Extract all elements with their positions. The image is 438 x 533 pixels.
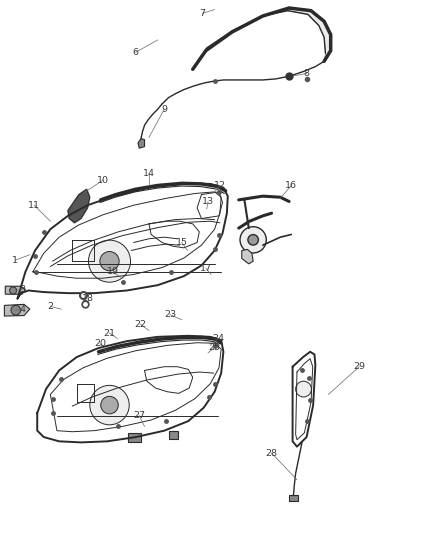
Polygon shape xyxy=(4,304,30,316)
Text: 3: 3 xyxy=(20,285,26,294)
Text: 9: 9 xyxy=(161,105,167,114)
Bar xyxy=(169,431,178,439)
Text: 17: 17 xyxy=(200,264,212,272)
Polygon shape xyxy=(138,139,145,148)
Text: 1: 1 xyxy=(12,256,18,264)
Text: 11: 11 xyxy=(28,201,40,209)
Circle shape xyxy=(100,252,119,271)
Text: 21: 21 xyxy=(103,329,116,337)
Circle shape xyxy=(11,305,21,315)
Polygon shape xyxy=(68,189,90,223)
Text: 19: 19 xyxy=(107,268,119,276)
Polygon shape xyxy=(5,286,25,294)
Text: 10: 10 xyxy=(97,176,109,184)
Text: 16: 16 xyxy=(285,181,297,190)
Text: 18: 18 xyxy=(81,294,94,303)
Circle shape xyxy=(10,287,17,294)
Text: 29: 29 xyxy=(353,362,365,371)
Circle shape xyxy=(88,240,131,282)
Text: 24: 24 xyxy=(212,334,224,343)
Text: 15: 15 xyxy=(176,238,188,247)
Text: 22: 22 xyxy=(134,320,146,328)
Bar xyxy=(128,433,141,442)
Text: 4: 4 xyxy=(20,305,26,313)
Circle shape xyxy=(90,385,129,425)
Text: 8: 8 xyxy=(304,69,310,78)
Circle shape xyxy=(296,381,311,397)
Text: 14: 14 xyxy=(143,169,155,177)
Text: 13: 13 xyxy=(202,197,214,206)
Text: 2: 2 xyxy=(47,302,53,311)
Text: 23: 23 xyxy=(164,310,176,319)
Circle shape xyxy=(248,235,258,245)
Circle shape xyxy=(101,397,118,414)
Text: 6: 6 xyxy=(133,48,139,56)
Text: 7: 7 xyxy=(199,9,205,18)
Bar xyxy=(289,495,298,501)
Text: 20: 20 xyxy=(94,340,106,348)
Text: 12: 12 xyxy=(214,181,226,190)
Text: 28: 28 xyxy=(265,449,278,457)
Text: 25: 25 xyxy=(208,343,221,352)
Polygon shape xyxy=(193,8,331,69)
Circle shape xyxy=(240,227,266,253)
Polygon shape xyxy=(242,249,253,264)
Text: 27: 27 xyxy=(133,411,145,420)
